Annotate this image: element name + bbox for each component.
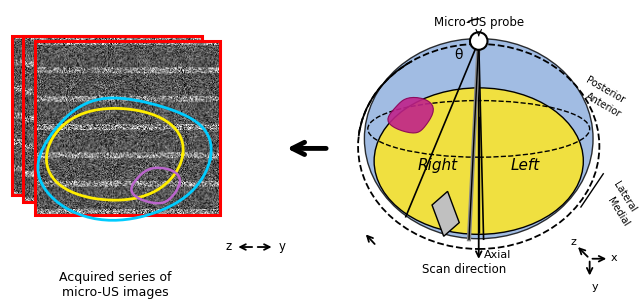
Text: Medial: Medial [605,196,631,228]
Text: Right: Right [418,159,458,174]
Bar [35,41,220,215]
Bar [23,36,202,202]
Ellipse shape [364,38,593,239]
Polygon shape [432,191,460,236]
Polygon shape [388,98,433,133]
Text: z: z [570,237,576,247]
Circle shape [470,32,488,50]
Text: y: y [278,239,285,253]
Text: Acquired series of
micro-US images: Acquired series of micro-US images [59,271,171,300]
Text: θ: θ [454,48,463,62]
Ellipse shape [374,88,583,234]
Text: z: z [226,239,232,253]
Bar [12,36,185,195]
Text: Scan direction: Scan direction [422,264,506,276]
Text: Posterior: Posterior [584,75,626,105]
Text: Axial: Axial [484,250,511,260]
Text: y: y [591,282,598,292]
Text: Anterior: Anterior [584,91,623,120]
Text: Lateral: Lateral [611,180,637,214]
Text: Left: Left [511,159,540,174]
Text: x: x [611,253,618,263]
Text: Micro-US probe: Micro-US probe [434,16,524,29]
